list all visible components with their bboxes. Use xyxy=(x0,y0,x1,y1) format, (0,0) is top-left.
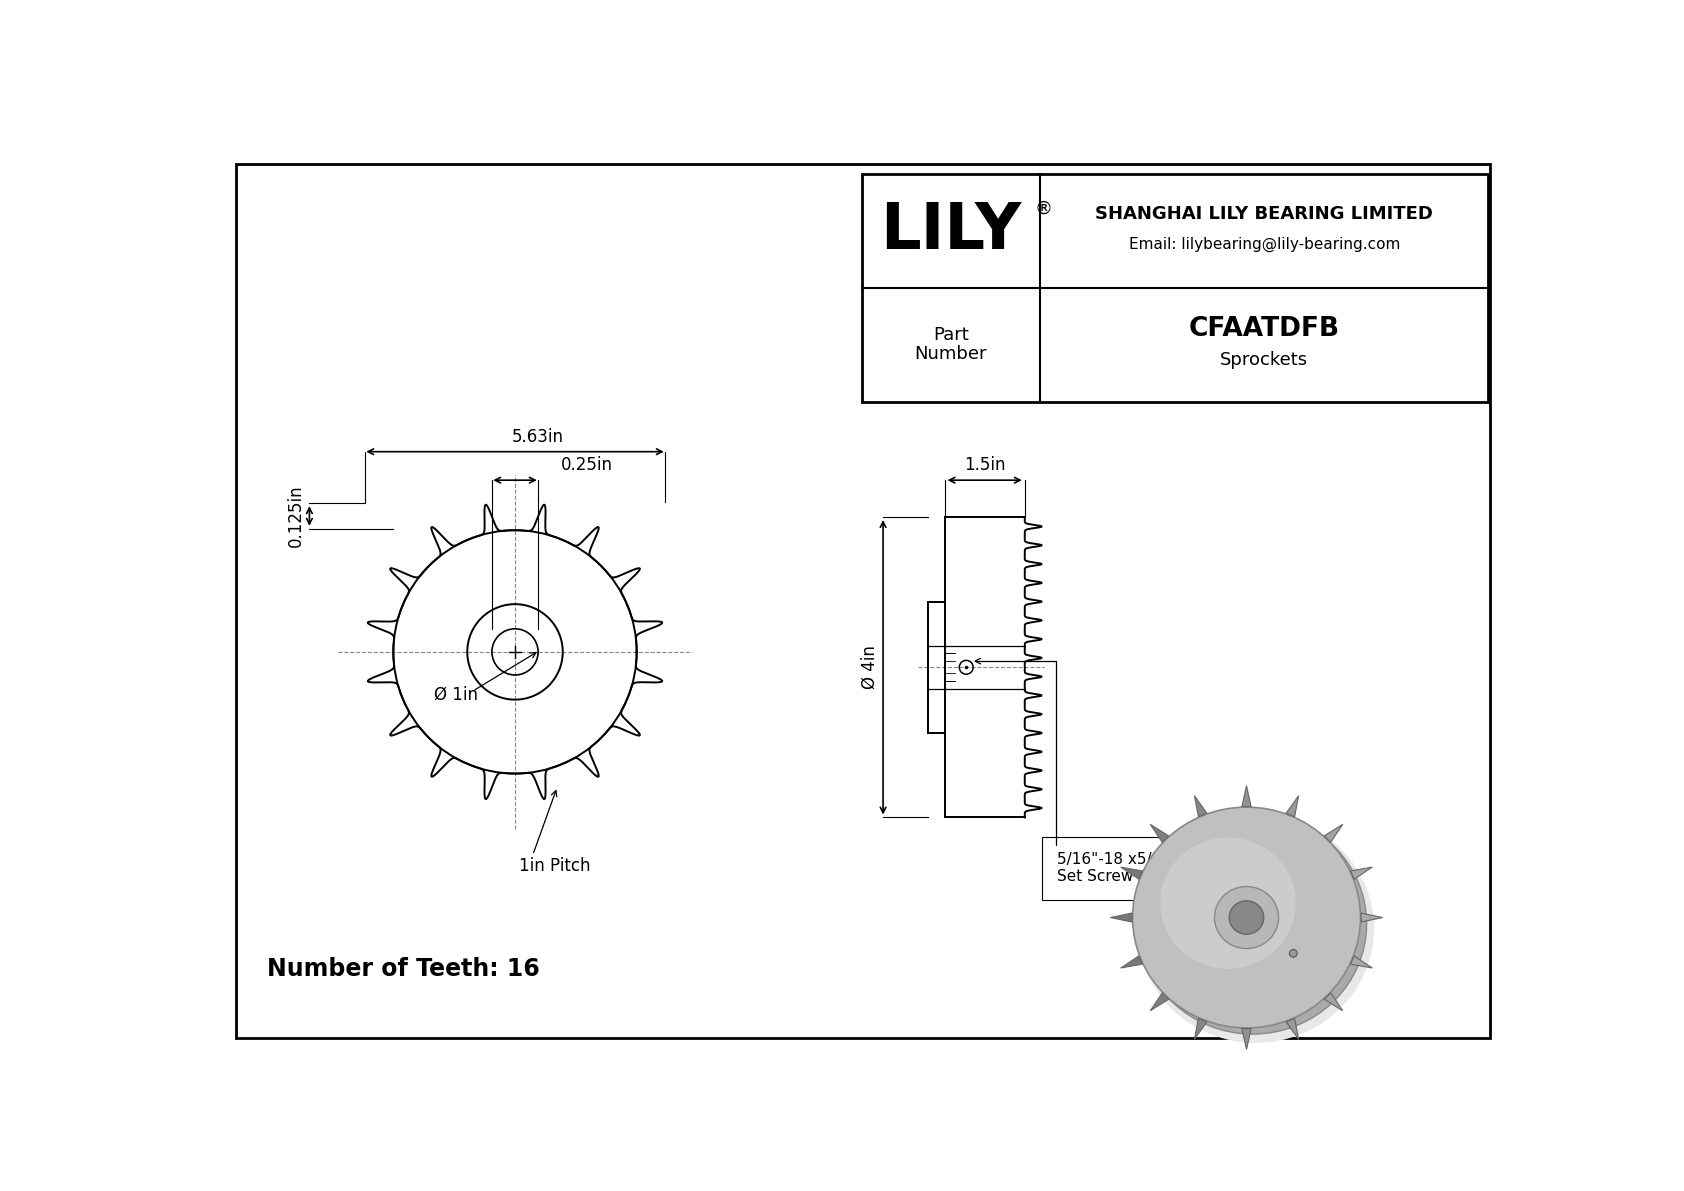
Polygon shape xyxy=(1287,796,1298,817)
Polygon shape xyxy=(1194,1018,1207,1040)
Text: ®: ® xyxy=(1034,200,1052,218)
Ellipse shape xyxy=(1160,837,1295,968)
Bar xyxy=(862,174,1489,401)
Text: Ø 4in: Ø 4in xyxy=(861,646,879,690)
Polygon shape xyxy=(1122,867,1142,879)
Polygon shape xyxy=(1324,993,1342,1011)
Polygon shape xyxy=(1351,867,1372,879)
Text: 1.5in: 1.5in xyxy=(963,456,1005,474)
Text: 0.25in: 0.25in xyxy=(561,456,613,474)
Ellipse shape xyxy=(1214,886,1278,948)
Ellipse shape xyxy=(1137,813,1374,1043)
Text: LILY: LILY xyxy=(881,200,1022,262)
Polygon shape xyxy=(1150,993,1169,1011)
Polygon shape xyxy=(1122,956,1142,968)
Text: Ø 1in: Ø 1in xyxy=(434,685,478,703)
Text: 5/16"-18 x5/16"
Set Screw: 5/16"-18 x5/16" Set Screw xyxy=(1058,852,1179,885)
Polygon shape xyxy=(1150,824,1169,842)
Polygon shape xyxy=(1241,786,1251,806)
Polygon shape xyxy=(1194,796,1207,817)
Text: 1in Pitch: 1in Pitch xyxy=(519,858,591,875)
Text: Number of Teeth: 16: Number of Teeth: 16 xyxy=(268,958,541,981)
Text: Part: Part xyxy=(933,326,968,344)
Text: 5.63in: 5.63in xyxy=(512,428,564,445)
Ellipse shape xyxy=(1229,900,1263,934)
Polygon shape xyxy=(1324,824,1342,842)
Text: CFAATDFB: CFAATDFB xyxy=(1189,317,1340,342)
Polygon shape xyxy=(1241,1029,1251,1049)
Text: Email: lilybearing@lily-bearing.com: Email: lilybearing@lily-bearing.com xyxy=(1128,237,1399,252)
Text: 0.125in: 0.125in xyxy=(286,485,305,548)
Text: Number: Number xyxy=(914,345,987,363)
Circle shape xyxy=(1290,949,1297,958)
Ellipse shape xyxy=(1133,807,1361,1028)
Polygon shape xyxy=(1351,956,1372,968)
Polygon shape xyxy=(1287,1018,1298,1040)
Text: SHANGHAI LILY BEARING LIMITED: SHANGHAI LILY BEARING LIMITED xyxy=(1095,205,1433,223)
Ellipse shape xyxy=(1138,813,1367,1034)
Text: Sprockets: Sprockets xyxy=(1221,351,1308,369)
Polygon shape xyxy=(1110,913,1132,922)
Polygon shape xyxy=(1361,913,1383,922)
